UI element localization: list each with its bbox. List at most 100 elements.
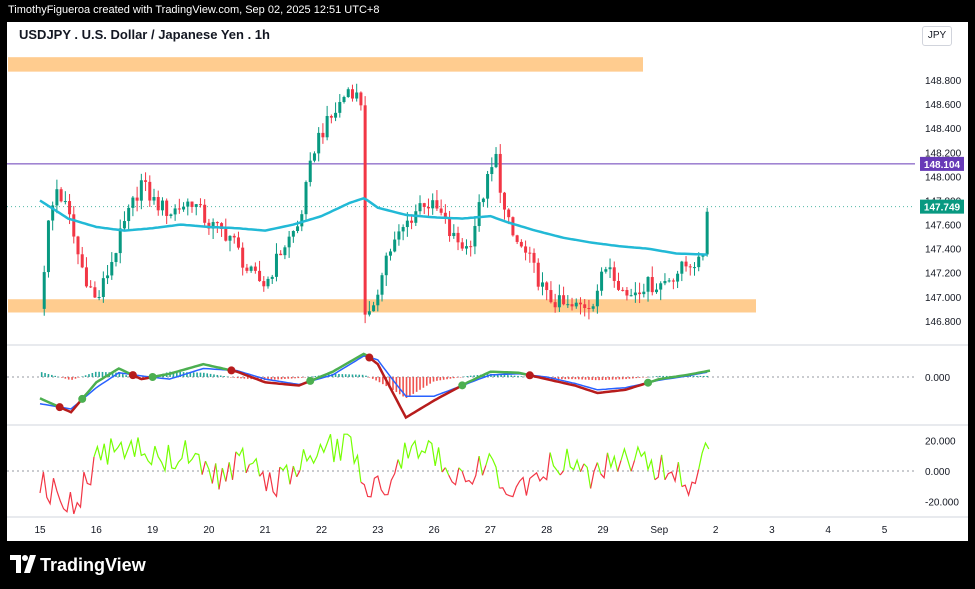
oscillator-line bbox=[215, 463, 220, 490]
price-axis-tick: 148.200 bbox=[925, 148, 962, 159]
candle-body bbox=[350, 89, 354, 99]
oscillator-line bbox=[590, 462, 598, 489]
candle-body bbox=[393, 239, 397, 252]
oscillator-line bbox=[596, 462, 602, 474]
candle-body bbox=[262, 281, 266, 287]
price-axis-tick: 148.400 bbox=[925, 124, 962, 135]
macd-histogram-bar bbox=[209, 373, 212, 377]
candle-body bbox=[566, 304, 570, 306]
candle-body bbox=[519, 241, 523, 247]
macd-histogram-bar bbox=[375, 377, 377, 381]
currency-button[interactable]: JPY bbox=[922, 26, 952, 46]
candle-body bbox=[671, 280, 675, 282]
macd-line bbox=[152, 362, 232, 379]
candle-body bbox=[625, 290, 629, 296]
macd-histogram-bar bbox=[456, 377, 458, 378]
candle-body bbox=[464, 246, 468, 249]
macd-histogram-bar bbox=[611, 377, 614, 380]
candle-body bbox=[76, 236, 80, 255]
candle-body bbox=[443, 212, 447, 219]
last-price-tag-label: 147.749 bbox=[924, 203, 961, 214]
macd-histogram-bar bbox=[473, 375, 475, 377]
candle-body bbox=[211, 222, 215, 229]
top-bar: TimothyFigueroa created with TradingView… bbox=[0, 0, 975, 22]
time-axis-tick: 20 bbox=[203, 525, 215, 536]
macd-histogram-bar bbox=[54, 375, 57, 377]
candle-body bbox=[127, 207, 131, 222]
candle-body bbox=[148, 181, 152, 201]
macd-histogram-bar bbox=[496, 374, 499, 377]
candle-body bbox=[524, 246, 528, 253]
macd-histogram-bar bbox=[118, 372, 121, 377]
macd-histogram-bar bbox=[648, 376, 651, 378]
candle-body bbox=[114, 253, 118, 263]
macd-histogram-bar bbox=[334, 373, 337, 377]
footer: TradingView bbox=[0, 541, 975, 589]
candle-body bbox=[422, 203, 426, 207]
candle-body bbox=[578, 302, 582, 305]
candle-body bbox=[426, 206, 430, 209]
macd-histogram-bar bbox=[74, 377, 77, 379]
macd-histogram-bar bbox=[196, 372, 198, 377]
macd-histogram-bar bbox=[88, 374, 90, 377]
macd-histogram-bar bbox=[642, 377, 644, 378]
candle-body bbox=[241, 247, 245, 268]
candle-body bbox=[258, 270, 262, 282]
candle-body bbox=[574, 302, 578, 307]
macd-histogram-bar bbox=[226, 376, 229, 378]
macd-histogram-bar bbox=[665, 375, 668, 377]
time-axis-tick: 19 bbox=[147, 525, 159, 536]
macd-histogram-bar bbox=[344, 374, 347, 377]
macd-histogram-bar bbox=[348, 374, 350, 377]
tradingview-brand[interactable]: TradingView bbox=[40, 555, 146, 575]
candle-body bbox=[536, 262, 540, 287]
oscillator-line bbox=[461, 455, 480, 486]
macd-histogram-bar bbox=[702, 375, 705, 377]
macd-histogram-bar bbox=[453, 377, 455, 379]
candle-body bbox=[410, 220, 414, 223]
time-axis-tick: 26 bbox=[429, 525, 441, 536]
macd-histogram-bar bbox=[57, 376, 60, 378]
oscillator-line bbox=[39, 456, 95, 515]
candle-body bbox=[697, 256, 701, 268]
candle-body bbox=[557, 295, 561, 308]
candle-body bbox=[51, 205, 55, 221]
symbol-title[interactable]: USDJPY . U.S. Dollar / Japanese Yen . 1h bbox=[19, 27, 270, 42]
macd-histogram-bar bbox=[388, 377, 391, 388]
macd-histogram-bar bbox=[121, 374, 124, 377]
candle-body bbox=[203, 204, 207, 223]
candle-body bbox=[279, 253, 283, 256]
candle-body bbox=[359, 92, 363, 106]
macd-histogram-bar bbox=[78, 377, 80, 378]
chart-credit: TimothyFigueroa created with TradingView… bbox=[8, 4, 380, 16]
candle-body bbox=[84, 267, 88, 287]
candle-body bbox=[72, 214, 76, 237]
macd-histogram-bar bbox=[203, 372, 205, 377]
candle-body bbox=[253, 266, 257, 271]
chart-svg[interactable]: 148.800148.600148.400148.200148.000147.8… bbox=[7, 22, 968, 541]
candle-body bbox=[372, 305, 376, 312]
candle-body bbox=[405, 220, 409, 228]
macd-histogram-bar bbox=[304, 377, 306, 378]
macd-histogram-bar bbox=[618, 377, 621, 380]
macd-histogram-bar bbox=[615, 377, 617, 380]
tradingview-logo-icon[interactable] bbox=[10, 555, 36, 573]
oscillator-line bbox=[559, 470, 565, 476]
macd-histogram-bar bbox=[561, 377, 563, 380]
candle-body bbox=[435, 200, 439, 209]
candle-body bbox=[186, 201, 190, 207]
candle-body bbox=[135, 197, 139, 201]
candle-body bbox=[342, 97, 346, 103]
macd-histogram-bar bbox=[101, 371, 104, 377]
time-axis-tick: 21 bbox=[260, 525, 272, 536]
macd-histogram-bar bbox=[371, 377, 374, 379]
chart-frame[interactable]: 148.800148.600148.400148.200148.000147.8… bbox=[7, 22, 968, 541]
candle-body bbox=[207, 222, 211, 229]
candle-body bbox=[118, 228, 122, 254]
macd-histogram-bar bbox=[439, 377, 442, 381]
supply-demand-zone bbox=[8, 57, 643, 72]
candle-body bbox=[448, 218, 452, 237]
candle-body bbox=[659, 283, 663, 290]
macd-histogram-bar bbox=[510, 375, 513, 377]
candle-body bbox=[367, 311, 371, 315]
